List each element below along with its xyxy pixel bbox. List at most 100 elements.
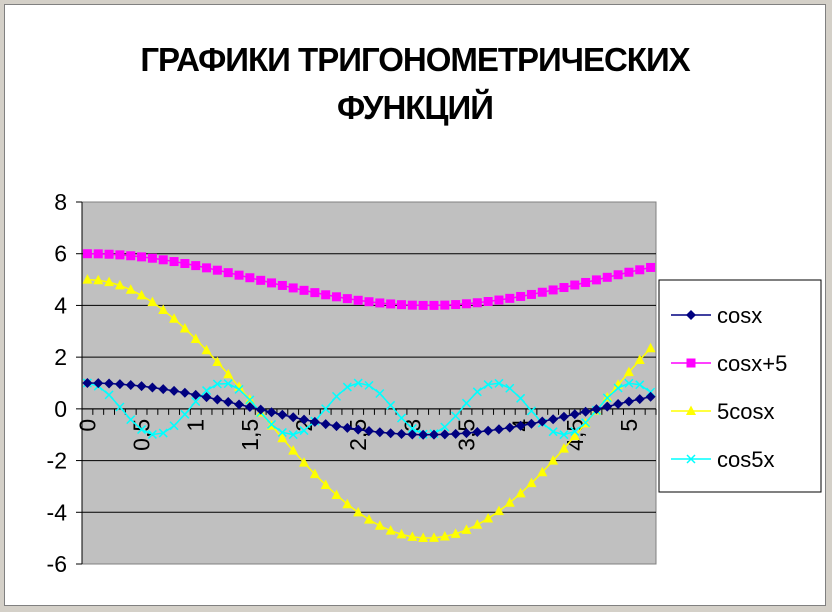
data-point-cos5x (451, 411, 461, 421)
data-point-cosx (580, 406, 591, 417)
data-point-cosx-5 (310, 288, 320, 298)
data-point-cos5x (407, 423, 417, 434)
data-point-cosx (136, 381, 147, 392)
data-point-cosx-5-shape (429, 300, 439, 310)
legend: cosx cosx+5 5cosx cos5x (658, 279, 822, 493)
data-point-cosx (223, 396, 234, 407)
data-point-cosx (158, 384, 169, 395)
data-point-cosx (320, 419, 331, 430)
data-point-cosx-5-shape (353, 295, 363, 305)
data-point-cos5x-stroke (299, 426, 309, 436)
data-point-cos5x-stroke (115, 402, 125, 412)
data-point-cos5x-stroke (386, 400, 396, 410)
data-point-cosx-shape (353, 424, 364, 435)
data-point-cosx-shape (82, 378, 93, 388)
data-point-5cosx-shape (158, 304, 169, 314)
data-point-cosx-5-shape (386, 299, 396, 309)
data-point-cosx-5 (169, 257, 179, 267)
data-point-cos5x (364, 380, 374, 390)
data-point-5cosx (136, 289, 147, 300)
data-point-cosx-5 (364, 297, 374, 307)
data-point-5cosx-shape (483, 513, 494, 523)
data-point-cosx-5 (137, 252, 147, 262)
data-point-cosx-shape (223, 396, 234, 407)
data-point-cosx-5 (158, 255, 168, 265)
data-point-5cosx (114, 279, 125, 290)
data-point-cosx-shape (580, 406, 591, 417)
data-point-cosx-5-shape (537, 287, 547, 297)
x-tick-label: 5 (616, 419, 642, 432)
data-point-cosx (169, 385, 180, 396)
data-point-cos5x-stroke (548, 427, 558, 437)
data-point-5cosx (299, 457, 310, 467)
data-point-5cosx-shape (537, 466, 548, 477)
data-point-cos5x (299, 426, 309, 436)
data-point-5cosx-shape (104, 276, 115, 287)
data-point-cosx-5 (418, 300, 428, 310)
data-point-cosx-shape (461, 428, 472, 439)
data-point-cos5x (223, 379, 233, 389)
x-tick-label: 0,5 (129, 419, 155, 451)
y-tick-label: 2 (54, 344, 67, 370)
data-point-cosx-5-shape (494, 295, 504, 305)
data-point-cosx-5 (386, 299, 396, 309)
legend-label: 5cosx (717, 399, 774, 424)
data-point-cosx (461, 428, 472, 439)
data-point-cosx-5-shape (440, 300, 450, 310)
data-point-cosx (309, 416, 320, 427)
data-point-5cosx (201, 344, 212, 355)
data-point-5cosx-shape (645, 342, 656, 353)
legend-marker-shape (686, 358, 696, 368)
data-point-cosx-5-shape (375, 298, 385, 308)
legend-label: cos5x (717, 447, 774, 472)
data-point-cos5x-stroke (147, 429, 157, 439)
data-point-cosx (299, 414, 310, 425)
data-point-cosx (266, 407, 277, 418)
data-point-cosx-5 (591, 275, 601, 285)
data-point-cos5x (386, 400, 396, 410)
data-point-cosx (82, 378, 93, 388)
data-point-cosx-5 (147, 253, 157, 263)
data-point-cos5x (266, 419, 277, 429)
data-point-cosx-5 (494, 295, 504, 305)
data-point-5cosx-shape (439, 531, 450, 541)
data-point-cosx-5 (635, 265, 645, 275)
data-point-5cosx (385, 525, 396, 535)
data-point-cos5x-stroke (613, 383, 623, 393)
data-point-cosx-5-shape (548, 285, 558, 295)
data-point-cos5x-stroke (440, 422, 450, 432)
data-point-5cosx-shape (504, 497, 515, 507)
data-point-cosx-5 (288, 283, 298, 293)
data-point-5cosx (396, 528, 407, 539)
data-point-cos5x-stroke (602, 393, 612, 403)
legend-marker-shape (686, 405, 696, 415)
data-point-cos5x (126, 415, 136, 425)
data-point-5cosx (320, 479, 331, 489)
data-point-cosx (569, 409, 580, 420)
plot-background (81, 201, 657, 565)
data-point-cosx-shape (331, 421, 342, 432)
data-point-cos5x (234, 384, 244, 394)
data-point-5cosx (309, 468, 320, 479)
data-point-cos5x-stroke (126, 415, 136, 425)
data-point-cosx-5-shape (126, 251, 136, 261)
data-point-5cosx (450, 528, 461, 538)
data-point-5cosx-shape (461, 524, 472, 534)
data-point-cos5x-stroke (245, 395, 255, 405)
data-point-cosx-shape (645, 391, 656, 402)
legend-marker (686, 310, 696, 320)
data-point-5cosx-shape (309, 468, 320, 479)
data-point-cosx-5-shape (137, 252, 147, 262)
legend-item-cos5x: cos5x (671, 447, 774, 472)
data-point-cosx-5 (407, 300, 417, 310)
data-point-cos5x-stroke (353, 378, 363, 388)
legend-item-5cosx: 5cosx (671, 399, 774, 424)
data-point-5cosx-shape (136, 289, 147, 300)
data-point-5cosx (602, 392, 613, 402)
data-point-cosx (288, 412, 299, 423)
data-point-cos5x-stroke (104, 390, 114, 400)
data-point-cosx (212, 394, 223, 405)
data-point-5cosx (342, 498, 353, 509)
data-point-cosx-shape (515, 420, 526, 431)
data-point-cosx-5 (548, 285, 558, 295)
